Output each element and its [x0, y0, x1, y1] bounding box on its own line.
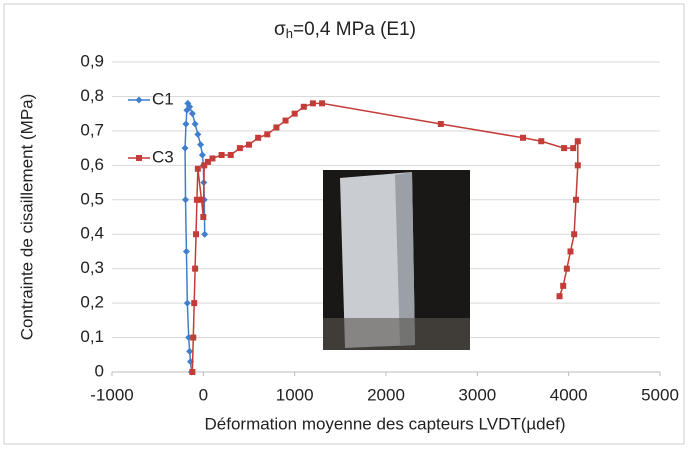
point: [563, 265, 570, 272]
point: [201, 162, 208, 169]
title-subscript: h: [286, 26, 293, 41]
x-tick-label: 3000: [458, 385, 496, 404]
legend-label: C1: [152, 89, 174, 108]
y-tick-label: 0,4: [80, 224, 104, 243]
point: [181, 144, 189, 152]
photo-shadow: [395, 172, 415, 346]
point: [188, 110, 196, 118]
point: [246, 141, 252, 148]
x-tick-label: 4000: [550, 385, 588, 404]
point: [204, 158, 211, 165]
point: [520, 134, 526, 141]
point: [194, 165, 201, 172]
point: [437, 121, 444, 127]
point: [567, 248, 574, 255]
point: [189, 369, 196, 375]
point: [209, 155, 216, 162]
chart-title: σh=0,4 MPa (E1): [274, 19, 416, 41]
y-tick-label: 0,1: [80, 327, 104, 346]
point: [197, 141, 205, 149]
title-text: =0,4 MPa (E1): [293, 19, 416, 40]
point: [201, 230, 209, 238]
x-tick-label: 2000: [367, 385, 405, 404]
y-tick-label: 0: [95, 361, 104, 380]
point: [193, 231, 200, 238]
y-tick-label: 0,2: [80, 293, 104, 312]
point: [556, 293, 563, 300]
point: [282, 117, 289, 124]
point: [182, 247, 190, 255]
point: [198, 151, 206, 159]
point: [560, 282, 567, 289]
y-axis-label: Contrainte de cisaillement (MPa): [17, 94, 36, 341]
y-tick-label: 0,9: [80, 51, 104, 70]
point: [236, 145, 243, 152]
point: [319, 100, 326, 107]
y-tick-label: 0,6: [80, 155, 104, 174]
point: [200, 214, 207, 220]
legend-marker: [136, 155, 142, 161]
x-tick-label: -1000: [90, 385, 133, 404]
point: [255, 134, 262, 141]
x-tick-label: 5000: [641, 385, 679, 404]
y-tick-label: 0,8: [80, 86, 104, 105]
point: [186, 347, 194, 355]
point: [182, 120, 190, 128]
y-tick-label: 0,7: [80, 120, 104, 139]
point: [190, 334, 197, 341]
point: [192, 265, 199, 272]
point: [182, 196, 190, 204]
point: [183, 299, 191, 307]
point: [218, 152, 225, 158]
point: [191, 120, 199, 128]
point: [572, 196, 579, 203]
point: [574, 138, 581, 145]
point: [186, 103, 194, 111]
y-tick-label: 0,3: [80, 258, 104, 277]
point: [571, 231, 578, 238]
y-tick-label: 0,5: [80, 189, 104, 208]
x-axis-label: Déformation moyenne des capteurs LVDT(µd…: [205, 414, 566, 433]
point: [264, 131, 271, 138]
point: [300, 103, 307, 110]
x-tick-label: 1000: [276, 385, 314, 404]
point: [194, 130, 202, 138]
point: [198, 196, 205, 203]
title-symbol: σ: [274, 19, 286, 40]
legend-label: C3: [152, 147, 174, 166]
x-tick-label: 0: [199, 385, 208, 404]
point: [538, 138, 545, 145]
point: [191, 300, 198, 307]
photo-floor: [323, 318, 470, 350]
point: [574, 162, 581, 169]
point: [309, 100, 316, 107]
point: [193, 196, 200, 203]
legend-marker: [135, 96, 143, 104]
point: [570, 145, 577, 152]
point: [561, 145, 568, 152]
point: [273, 124, 280, 131]
point: [291, 110, 298, 117]
point: [227, 152, 234, 158]
